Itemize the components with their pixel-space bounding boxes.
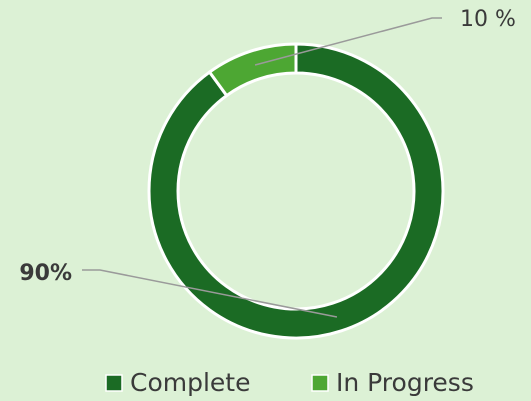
leader-line: [254, 17, 442, 66]
legend-swatch: [311, 374, 329, 392]
donut-slice: [147, 42, 445, 340]
data-label: 90%: [19, 261, 72, 286]
leader-line: [82, 269, 338, 318]
legend-label: In Progress: [336, 368, 474, 397]
data-label: 10 %: [460, 7, 516, 32]
donut-slice: [207, 42, 298, 98]
legend-label: Complete: [130, 368, 250, 397]
legend-swatch: [105, 374, 123, 392]
